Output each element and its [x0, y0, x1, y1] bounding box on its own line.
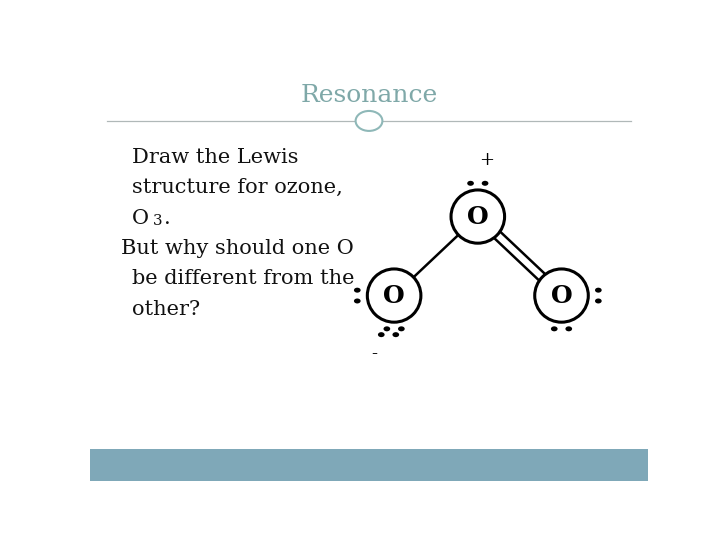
Text: +: +	[479, 151, 494, 169]
Circle shape	[398, 326, 405, 332]
Text: .: .	[164, 208, 171, 228]
Text: But why should one O: But why should one O	[121, 239, 354, 258]
Text: O: O	[132, 208, 149, 228]
Circle shape	[354, 288, 361, 293]
Text: Draw the Lewis: Draw the Lewis	[132, 148, 298, 167]
Circle shape	[595, 288, 602, 293]
Circle shape	[378, 332, 384, 337]
Circle shape	[565, 326, 572, 332]
Text: O: O	[383, 284, 405, 308]
Text: be different from the: be different from the	[132, 269, 354, 288]
Text: structure for ozone,: structure for ozone,	[132, 178, 343, 197]
Text: other?: other?	[132, 300, 200, 319]
Ellipse shape	[451, 190, 505, 243]
Circle shape	[356, 111, 382, 131]
Text: O: O	[551, 284, 572, 308]
Text: 3: 3	[153, 214, 163, 228]
Text: -: -	[372, 345, 377, 363]
Text: O: O	[467, 205, 489, 228]
Circle shape	[384, 326, 390, 332]
Circle shape	[392, 332, 399, 337]
Text: Resonance: Resonance	[300, 84, 438, 107]
Circle shape	[467, 181, 474, 186]
Ellipse shape	[535, 269, 588, 322]
Bar	[90, 449, 648, 481]
Ellipse shape	[367, 269, 421, 322]
Circle shape	[595, 299, 602, 303]
Circle shape	[551, 326, 557, 332]
Circle shape	[482, 181, 488, 186]
Circle shape	[354, 299, 361, 303]
